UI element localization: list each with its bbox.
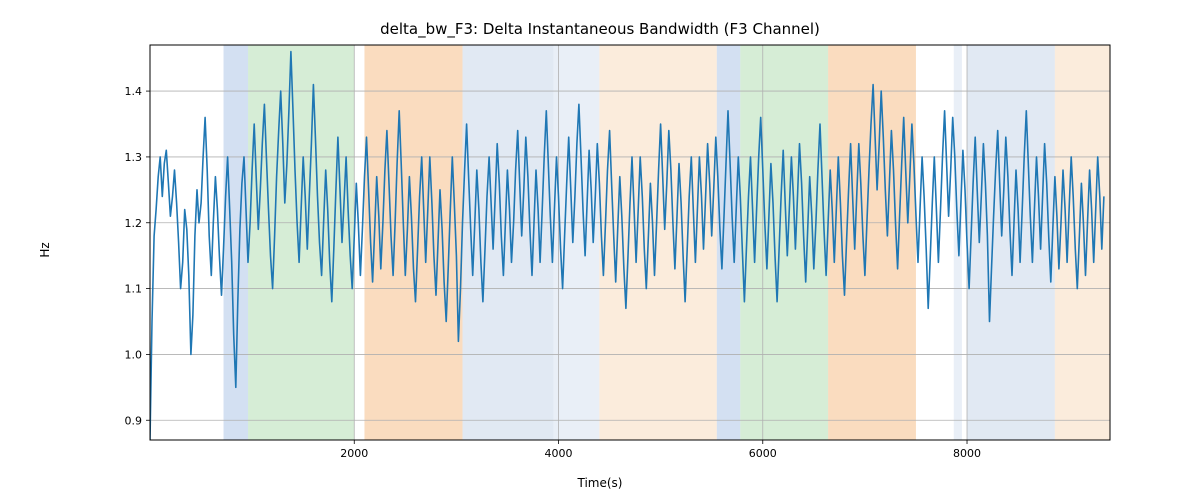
- y-tick-label: 1.4: [125, 85, 143, 98]
- plot-svg: 2000 4000 6000 8000 0.9 1.0 1.1 1.2 1.3 1.4: [0, 0, 1200, 500]
- y-tick-label: 1.0: [125, 348, 143, 361]
- x-tick-label: 8000: [953, 447, 981, 460]
- y-tick-label: 1.1: [125, 283, 143, 296]
- x-tick-label: 2000: [340, 447, 368, 460]
- y-tick-label: 0.9: [125, 414, 143, 427]
- chart-container: delta_bw_F3: Delta Instantaneous Bandwid…: [0, 0, 1200, 500]
- x-tick-label: 6000: [749, 447, 777, 460]
- y-tick-label: 1.3: [125, 151, 143, 164]
- x-tick-label: 4000: [545, 447, 573, 460]
- y-tick-label: 1.2: [125, 217, 143, 230]
